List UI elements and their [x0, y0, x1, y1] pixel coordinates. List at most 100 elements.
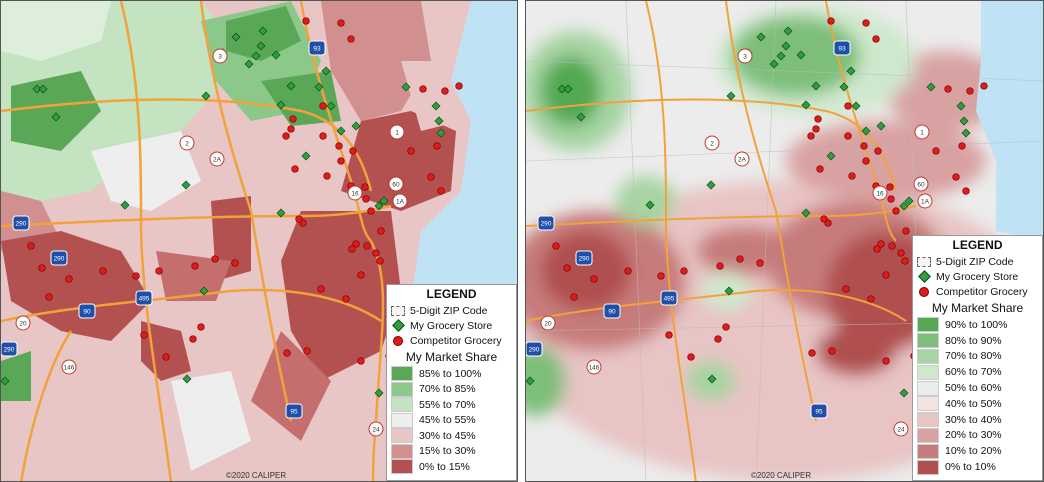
my-grocery-store-marker[interactable] — [401, 82, 411, 92]
competitor-grocery-marker[interactable] — [590, 275, 598, 283]
my-grocery-store-marker[interactable] — [861, 126, 871, 136]
my-grocery-store-marker[interactable] — [526, 376, 535, 386]
competitor-grocery-marker[interactable] — [319, 132, 327, 140]
competitor-grocery-marker[interactable] — [295, 215, 303, 223]
competitor-grocery-marker[interactable] — [862, 19, 870, 27]
my-grocery-store-marker[interactable] — [959, 116, 969, 126]
competitor-grocery-marker[interactable] — [958, 142, 966, 150]
competitor-grocery-marker[interactable] — [932, 147, 940, 155]
my-grocery-store-marker[interactable] — [726, 91, 736, 101]
my-grocery-store-marker[interactable] — [276, 208, 286, 218]
competitor-grocery-marker[interactable] — [231, 259, 239, 267]
competitor-grocery-marker[interactable] — [287, 125, 295, 133]
right-map-panel[interactable]: 93 3 2 2A 1 1A 16 60 290 290 495 90 20 146 95 24 290 LEG… — [525, 0, 1044, 482]
competitor-grocery-marker[interactable] — [433, 142, 441, 150]
competitor-grocery-marker[interactable] — [337, 157, 345, 165]
competitor-grocery-marker[interactable] — [882, 357, 890, 365]
my-grocery-store-marker[interactable] — [181, 180, 191, 190]
competitor-grocery-marker[interactable] — [38, 264, 46, 272]
competitor-grocery-marker[interactable] — [873, 245, 881, 253]
my-grocery-store-marker[interactable] — [120, 200, 130, 210]
competitor-grocery-marker[interactable] — [27, 242, 35, 250]
competitor-grocery-marker[interactable] — [323, 172, 331, 180]
competitor-grocery-marker[interactable] — [966, 87, 974, 95]
competitor-grocery-marker[interactable] — [302, 17, 310, 25]
competitor-grocery-marker[interactable] — [377, 227, 385, 235]
my-grocery-store-marker[interactable] — [256, 41, 266, 51]
competitor-grocery-marker[interactable] — [980, 82, 988, 90]
competitor-grocery-marker[interactable] — [886, 183, 894, 191]
competitor-grocery-marker[interactable] — [361, 183, 369, 191]
my-grocery-store-marker[interactable] — [706, 180, 716, 190]
competitor-grocery-marker[interactable] — [848, 172, 856, 180]
competitor-grocery-marker[interactable] — [455, 82, 463, 90]
competitor-grocery-marker[interactable] — [874, 147, 882, 155]
competitor-grocery-marker[interactable] — [872, 35, 880, 43]
competitor-grocery-marker[interactable] — [189, 335, 197, 343]
competitor-grocery-marker[interactable] — [714, 335, 722, 343]
my-grocery-store-marker[interactable] — [231, 32, 241, 42]
my-grocery-store-marker[interactable] — [434, 116, 444, 126]
my-grocery-store-marker[interactable] — [251, 51, 261, 61]
competitor-grocery-marker[interactable] — [407, 147, 415, 155]
competitor-grocery-marker[interactable] — [45, 293, 53, 301]
my-grocery-store-marker[interactable] — [271, 50, 281, 60]
competitor-grocery-marker[interactable] — [363, 242, 371, 250]
competitor-grocery-marker[interactable] — [427, 173, 435, 181]
competitor-grocery-marker[interactable] — [827, 17, 835, 25]
competitor-grocery-marker[interactable] — [814, 115, 822, 123]
my-grocery-store-marker[interactable] — [199, 286, 209, 296]
competitor-grocery-marker[interactable] — [877, 240, 885, 248]
my-grocery-store-marker[interactable] — [876, 121, 886, 131]
competitor-grocery-marker[interactable] — [736, 255, 744, 263]
my-grocery-store-marker[interactable] — [244, 59, 254, 69]
competitor-grocery-marker[interactable] — [844, 132, 852, 140]
competitor-grocery-marker[interactable] — [680, 267, 688, 275]
my-grocery-store-marker[interactable] — [379, 196, 389, 206]
competitor-grocery-marker[interactable] — [944, 85, 952, 93]
competitor-grocery-marker[interactable] — [756, 259, 764, 267]
competitor-grocery-marker[interactable] — [352, 240, 360, 248]
my-grocery-store-marker[interactable] — [576, 112, 586, 122]
competitor-grocery-marker[interactable] — [362, 195, 370, 203]
competitor-grocery-marker[interactable] — [882, 271, 890, 279]
competitor-grocery-marker[interactable] — [901, 257, 909, 265]
my-grocery-store-marker[interactable] — [51, 112, 61, 122]
competitor-grocery-marker[interactable] — [807, 132, 815, 140]
my-grocery-store-marker[interactable] — [286, 81, 296, 91]
my-grocery-store-marker[interactable] — [563, 84, 573, 94]
my-grocery-store-marker[interactable] — [796, 50, 806, 60]
my-grocery-store-marker[interactable] — [707, 374, 717, 384]
competitor-grocery-marker[interactable] — [349, 147, 357, 155]
competitor-grocery-marker[interactable] — [570, 293, 578, 301]
my-grocery-store-marker[interactable] — [851, 101, 861, 111]
competitor-grocery-marker[interactable] — [303, 347, 311, 355]
my-grocery-store-marker[interactable] — [826, 151, 836, 161]
competitor-grocery-marker[interactable] — [376, 257, 384, 265]
my-grocery-store-marker[interactable] — [956, 101, 966, 111]
competitor-grocery-marker[interactable] — [722, 323, 730, 331]
competitor-grocery-marker[interactable] — [563, 264, 571, 272]
my-grocery-store-marker[interactable] — [32, 84, 42, 94]
my-grocery-store-marker[interactable] — [776, 51, 786, 61]
competitor-grocery-marker[interactable] — [892, 207, 900, 215]
my-grocery-store-marker[interactable] — [756, 32, 766, 42]
my-grocery-store-marker[interactable] — [645, 200, 655, 210]
competitor-grocery-marker[interactable] — [419, 85, 427, 93]
my-grocery-store-marker[interactable] — [374, 388, 384, 398]
my-grocery-store-marker[interactable] — [557, 84, 567, 94]
competitor-grocery-marker[interactable] — [283, 349, 291, 357]
my-grocery-store-marker[interactable] — [801, 208, 811, 218]
my-grocery-store-marker[interactable] — [201, 91, 211, 101]
competitor-grocery-marker[interactable] — [665, 331, 673, 339]
competitor-grocery-marker[interactable] — [887, 195, 895, 203]
competitor-grocery-marker[interactable] — [828, 347, 836, 355]
my-grocery-store-marker[interactable] — [769, 59, 779, 69]
competitor-grocery-marker[interactable] — [282, 132, 290, 140]
competitor-grocery-marker[interactable] — [687, 353, 695, 361]
competitor-grocery-marker[interactable] — [862, 157, 870, 165]
competitor-grocery-marker[interactable] — [357, 271, 365, 279]
competitor-grocery-marker[interactable] — [552, 242, 560, 250]
competitor-grocery-marker[interactable] — [860, 142, 868, 150]
my-grocery-store-marker[interactable] — [258, 26, 268, 36]
